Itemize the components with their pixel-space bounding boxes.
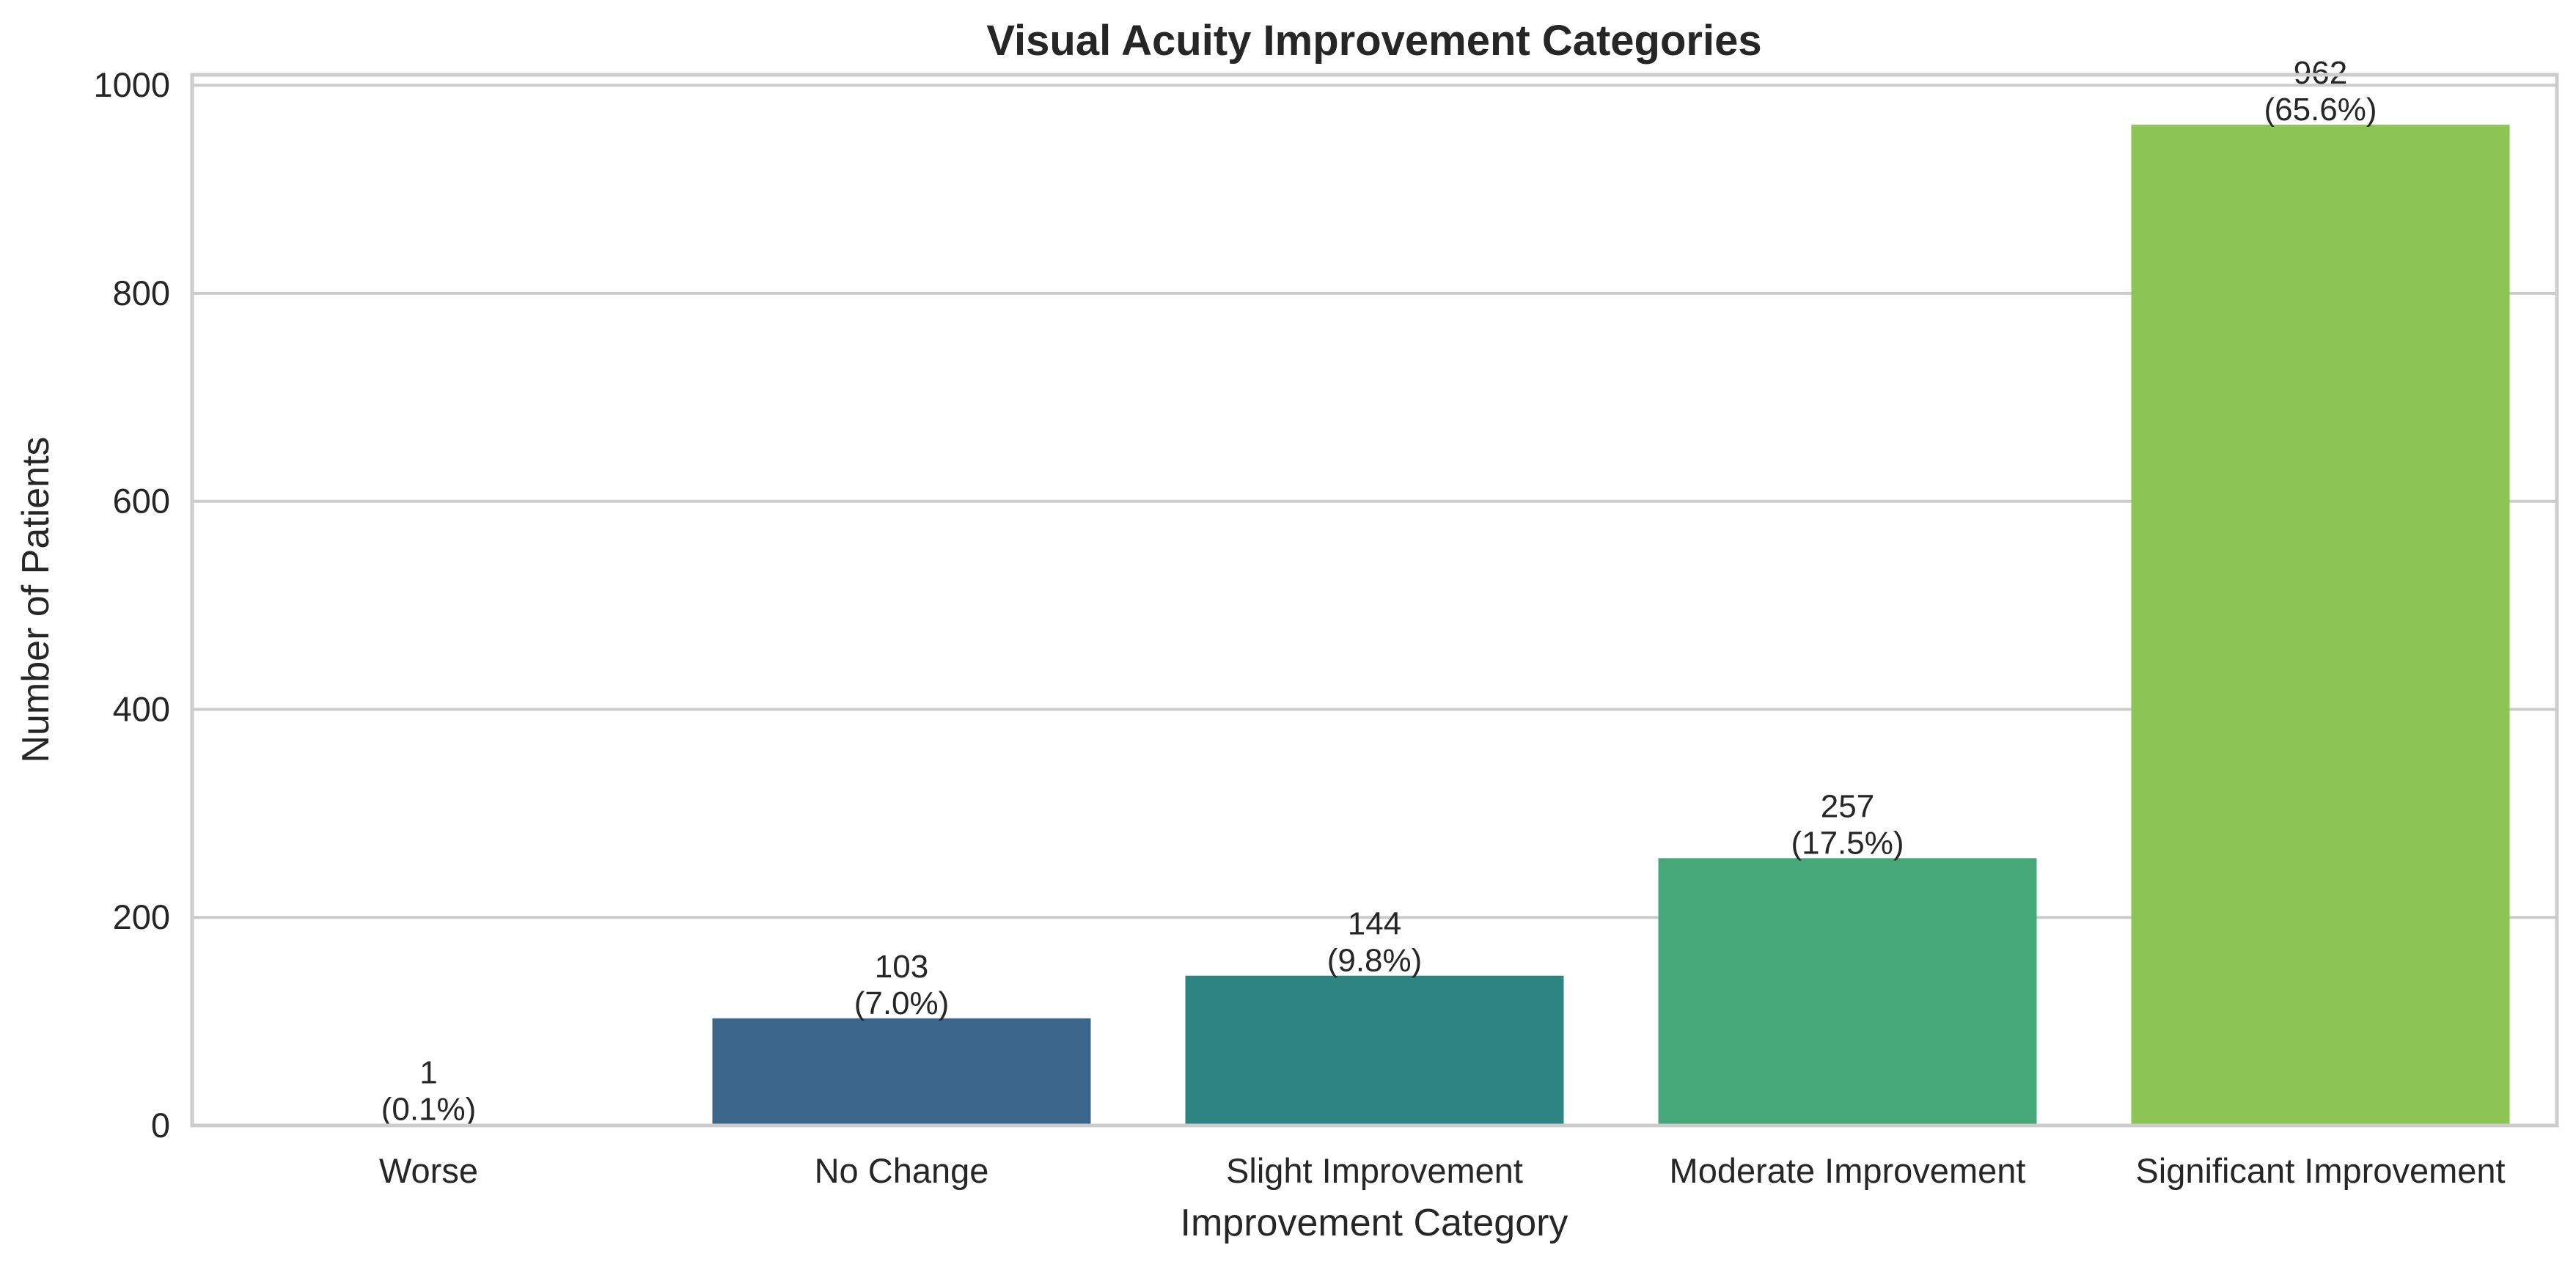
data-label-value: 1 <box>419 1055 437 1091</box>
data-label-percent: (9.8%) <box>1327 943 1423 979</box>
bar <box>712 1018 1091 1125</box>
bar <box>1658 858 2037 1125</box>
y-tick-label: 400 <box>113 689 170 728</box>
x-tick-label: Worse <box>379 1151 478 1190</box>
y-tick-label: 1000 <box>93 65 170 104</box>
x-tick-label: Significant Improvement <box>2135 1151 2505 1190</box>
x-tick-label: Moderate Improvement <box>1670 1151 2026 1190</box>
data-label-percent: (17.5%) <box>1791 825 1904 861</box>
plot-frame <box>190 73 2559 1128</box>
y-tick-label: 0 <box>151 1106 170 1145</box>
data-label-percent: (0.1%) <box>381 1092 477 1128</box>
data-label-percent: (65.6%) <box>2264 92 2377 128</box>
data-label-value: 257 <box>1821 788 1874 824</box>
y-axis-title: Number of Patients <box>15 436 57 763</box>
y-axis-ticks: 0 200 400 600 800 1000 <box>93 65 170 1145</box>
x-tick-label: Slight Improvement <box>1226 1151 1523 1190</box>
bar <box>2131 125 2510 1125</box>
data-label-percent: (7.0%) <box>854 985 950 1021</box>
y-tick-label: 200 <box>113 897 170 936</box>
data-labels: 1(0.1%)103(7.0%)144(9.8%)257(17.5%)962(6… <box>381 55 2377 1127</box>
bar <box>1185 975 1564 1125</box>
data-label-value: 144 <box>1348 906 1401 942</box>
chart-title: Visual Acuity Improvement Categories <box>986 17 1761 65</box>
data-label-value: 103 <box>875 949 928 985</box>
x-axis-ticks: Worse No Change Slight Improvement Moderate… <box>379 1151 2506 1190</box>
x-tick-label: No Change <box>815 1151 989 1190</box>
x-axis-title: Improvement Category <box>1181 1202 1568 1244</box>
bars <box>239 125 2510 1125</box>
y-tick-label: 800 <box>113 273 170 312</box>
y-tick-label: 600 <box>113 482 170 521</box>
